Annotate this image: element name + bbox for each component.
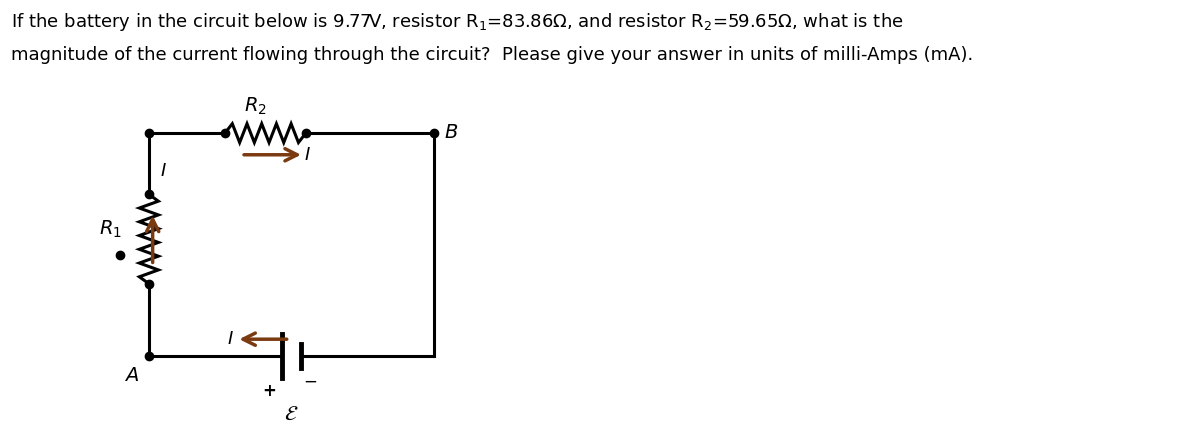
Text: −: − [304,372,318,390]
Text: magnitude of the current flowing through the circuit?  Please give your answer i: magnitude of the current flowing through… [11,45,973,64]
Text: $\mathcal{E}$: $\mathcal{E}$ [285,404,299,424]
Text: If the battery in the circuit below is 9.77V, resistor R$_1$=83.86Ω, and resisto: If the battery in the circuit below is 9… [11,11,903,33]
Text: $B$: $B$ [444,123,458,142]
Text: +: + [262,382,276,400]
Text: $I$: $I$ [304,146,311,164]
Text: $R_2$: $R_2$ [244,96,267,117]
Text: $A$: $A$ [124,366,139,385]
Text: $I$: $I$ [161,162,167,180]
Text: $I$: $I$ [227,330,234,348]
Text: $R_1$: $R_1$ [99,219,122,240]
